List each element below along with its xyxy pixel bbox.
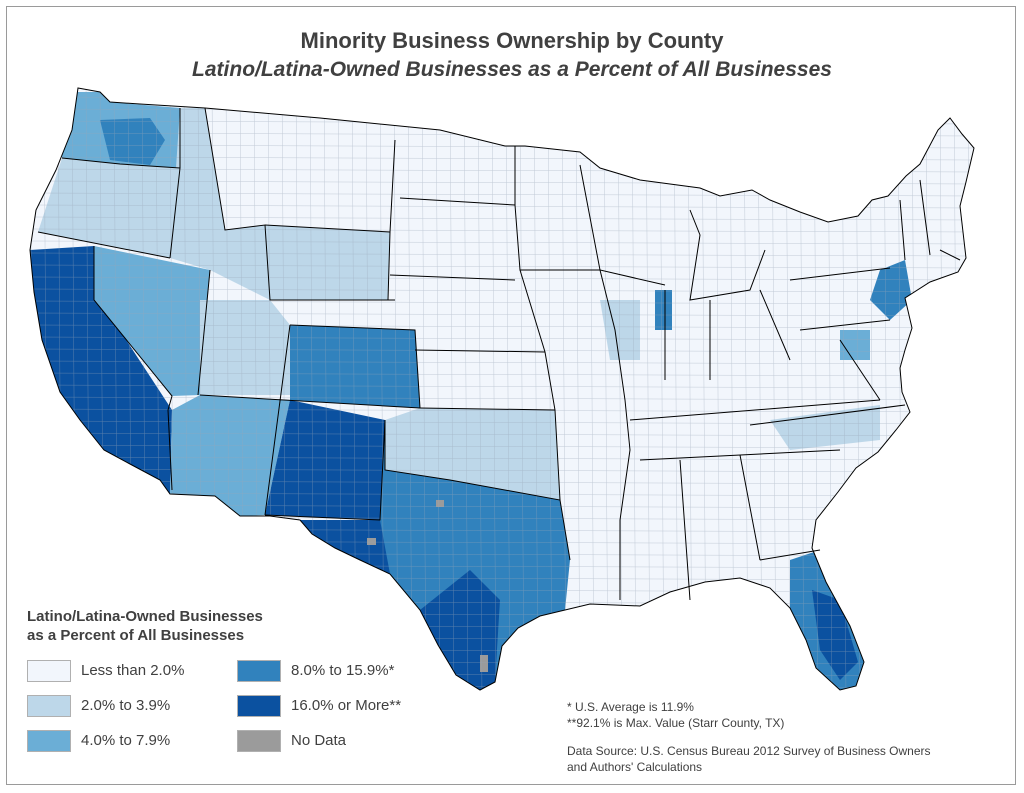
legend-title-line1: Latino/Latina-Owned Businesses	[27, 608, 263, 625]
state-line-co	[289, 324, 421, 409]
legend-label: Less than 2.0%	[81, 662, 185, 679]
legend-swatch	[27, 695, 71, 717]
legend-title-line2: as a Percent of All Businesses	[27, 627, 245, 644]
region-south-florida	[812, 590, 858, 680]
region-northeast-corridor	[870, 260, 912, 320]
state-line-ok-tx	[384, 420, 571, 561]
state-line-in-oh	[664, 289, 791, 380]
state-line-wa-or	[61, 157, 181, 169]
state-line-nm	[264, 419, 386, 521]
legend-label: 16.0% or More**	[291, 697, 402, 714]
us-outline	[29, 87, 975, 691]
legend-item-less-than-2: Less than 2.0%	[27, 660, 227, 684]
state-line-ca-nv	[93, 246, 173, 411]
legend-item-8-to-15-9: 8.0% to 15.9%*	[237, 660, 437, 684]
state-line-four-corners	[199, 324, 421, 516]
county-no-data	[436, 500, 444, 507]
legend-label: 8.0% to 15.9%*	[291, 662, 395, 679]
state-line-id-west	[169, 108, 181, 259]
region-california	[30, 246, 172, 494]
region-oregon	[38, 158, 180, 258]
county-no-data	[367, 538, 376, 545]
state-line-pa-ny	[789, 267, 891, 401]
legend-item-4-to-7-9: 4.0% to 7.9%	[27, 730, 227, 754]
state-line-sd-ne	[389, 274, 516, 281]
note-us-average: * U.S. Average is 11.9%	[567, 700, 694, 714]
legend-title: Latino/Latina-Owned Businesses as a Perc…	[27, 607, 287, 645]
legend-label: 2.0% to 3.9%	[81, 697, 171, 714]
legend-item-2-to-3-9: 2.0% to 3.9%	[27, 695, 227, 719]
legend-swatch	[237, 660, 281, 682]
region-idaho	[170, 108, 270, 300]
legend-swatch	[237, 730, 281, 752]
state-border-layer	[29, 87, 975, 691]
region-chicago	[655, 290, 672, 330]
note-data-source: Data Source: U.S. Census Bureau 2012 Sur…	[567, 744, 931, 758]
region-texas	[300, 420, 570, 690]
legend-label: 4.0% to 7.9%	[81, 732, 171, 749]
legend-item-no-data: No Data	[237, 730, 437, 754]
legend-swatch	[27, 730, 71, 752]
state-line-mt-dakotas	[389, 139, 516, 233]
region-west-texas	[300, 520, 390, 574]
region-wyoming	[265, 225, 390, 300]
region-central-washington	[100, 118, 165, 165]
state-line-new-england	[899, 179, 961, 261]
region-utah	[200, 300, 290, 395]
note-max-value: **92.1% is Max. Value (Starr County, TX)	[567, 716, 785, 730]
region-colorado	[290, 325, 420, 408]
region-north-carolina	[770, 405, 880, 450]
region-dc-area	[840, 330, 870, 360]
legend-item-16-or-more: 16.0% or More**	[237, 695, 437, 719]
state-line-wi-il	[579, 164, 666, 286]
state-line-mn-ia	[514, 146, 600, 271]
region-nevada	[94, 246, 210, 396]
legend-label: No Data	[291, 732, 347, 749]
state-line-ky-tn	[629, 399, 881, 421]
state-line-ms-al-ga	[679, 454, 821, 601]
region-new-mexico	[265, 400, 385, 520]
state-line-mississippi	[519, 269, 631, 600]
state-line-az-west	[167, 409, 173, 491]
state-line-mi	[689, 209, 766, 301]
map-title: Minority Business Ownership by County	[300, 28, 724, 53]
map-subtitle: Latino/Latina-Owned Businesses as a Perc…	[192, 58, 832, 81]
state-line-nv-ut	[197, 269, 211, 396]
legend-swatch	[27, 660, 71, 682]
region-oklahoma	[385, 408, 560, 500]
note-data-source-line2: and Authors' Calculations	[567, 760, 703, 774]
state-line-va-nc	[749, 404, 906, 426]
legend-swatch	[237, 695, 281, 717]
state-line-ne-ks	[414, 349, 546, 353]
state-line-or-ca	[37, 231, 171, 259]
county-no-data	[480, 655, 488, 672]
state-line-ks-ok	[419, 407, 556, 411]
